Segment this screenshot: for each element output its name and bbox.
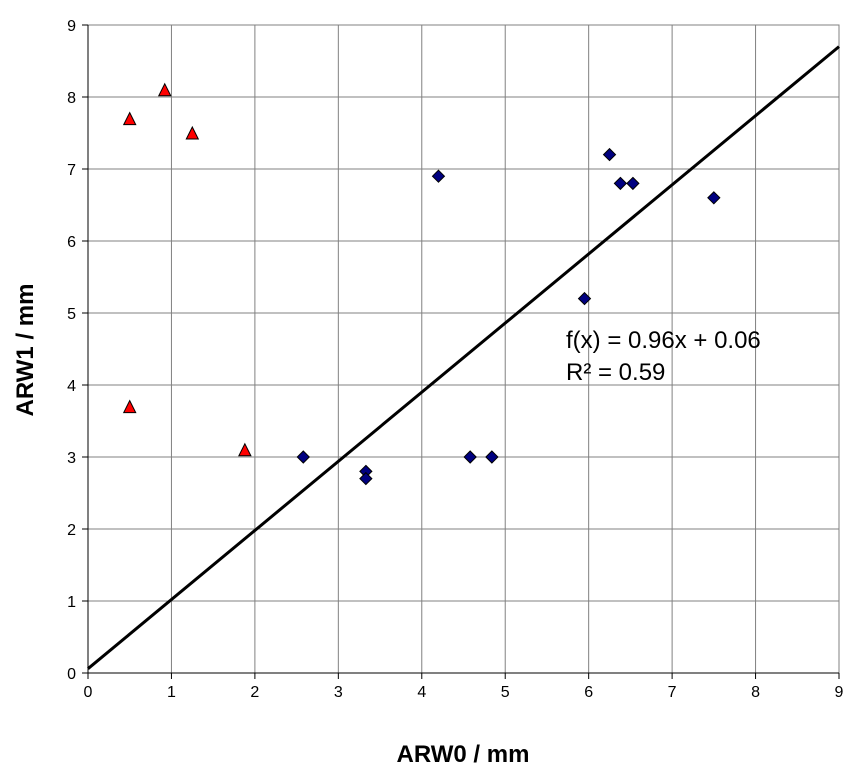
x-tick-label: 2 [250, 684, 259, 701]
data-points [122, 82, 721, 486]
y-axis-title: ARW1 / mm [12, 284, 39, 417]
x-tick-label: 6 [584, 684, 593, 701]
diamond-marker [602, 147, 617, 162]
diamond-marker [613, 176, 628, 191]
diamond-marker [463, 450, 477, 464]
diamond-marker [296, 450, 310, 464]
trendline [87, 45, 840, 670]
triangle-marker [122, 111, 137, 126]
x-tick-label: 4 [417, 684, 426, 701]
y-tick-label: 1 [67, 594, 76, 611]
x-tick-label: 5 [501, 684, 510, 701]
triangle-marker [157, 82, 172, 97]
y-tick-label: 9 [67, 18, 76, 35]
x-tick-label: 9 [835, 684, 844, 701]
y-tick-label: 4 [67, 378, 76, 395]
axes [82, 24, 840, 679]
x-tick-labels: 0 1 2 3 4 5 6 7 8 9 [84, 684, 844, 701]
diamond-marker [485, 450, 499, 464]
y-tick-label: 3 [67, 450, 76, 467]
trendline-r2: R² = 0.59 [566, 359, 665, 386]
trendline-equation: f(x) = 0.96x + 0.06 [566, 327, 761, 354]
diamond-marker [626, 176, 640, 191]
y-tick-label: 8 [67, 90, 76, 107]
y-tick-label: 7 [67, 162, 76, 179]
y-tick-label: 0 [67, 666, 76, 683]
y-tick-labels: 0 1 2 3 4 5 6 7 8 9 [67, 18, 76, 683]
y-tick-label: 6 [67, 234, 76, 251]
x-tick-label: 7 [668, 684, 677, 701]
diamond-marker [577, 291, 592, 306]
diamond-marker [707, 191, 721, 205]
x-tick-label: 3 [334, 684, 343, 701]
x-axis-title: ARW0 / mm [397, 741, 530, 768]
x-tick-label: 1 [167, 684, 176, 701]
triangle-marker [122, 399, 137, 414]
y-tick-label: 5 [67, 306, 76, 323]
triangle-marker [238, 442, 252, 457]
diamond-marker [431, 169, 446, 183]
x-tick-label: 0 [84, 684, 93, 701]
triangle-marker [185, 125, 200, 140]
x-tick-label: 8 [751, 684, 760, 701]
y-tick-label: 2 [67, 522, 76, 539]
diamond-marker [359, 471, 373, 486]
